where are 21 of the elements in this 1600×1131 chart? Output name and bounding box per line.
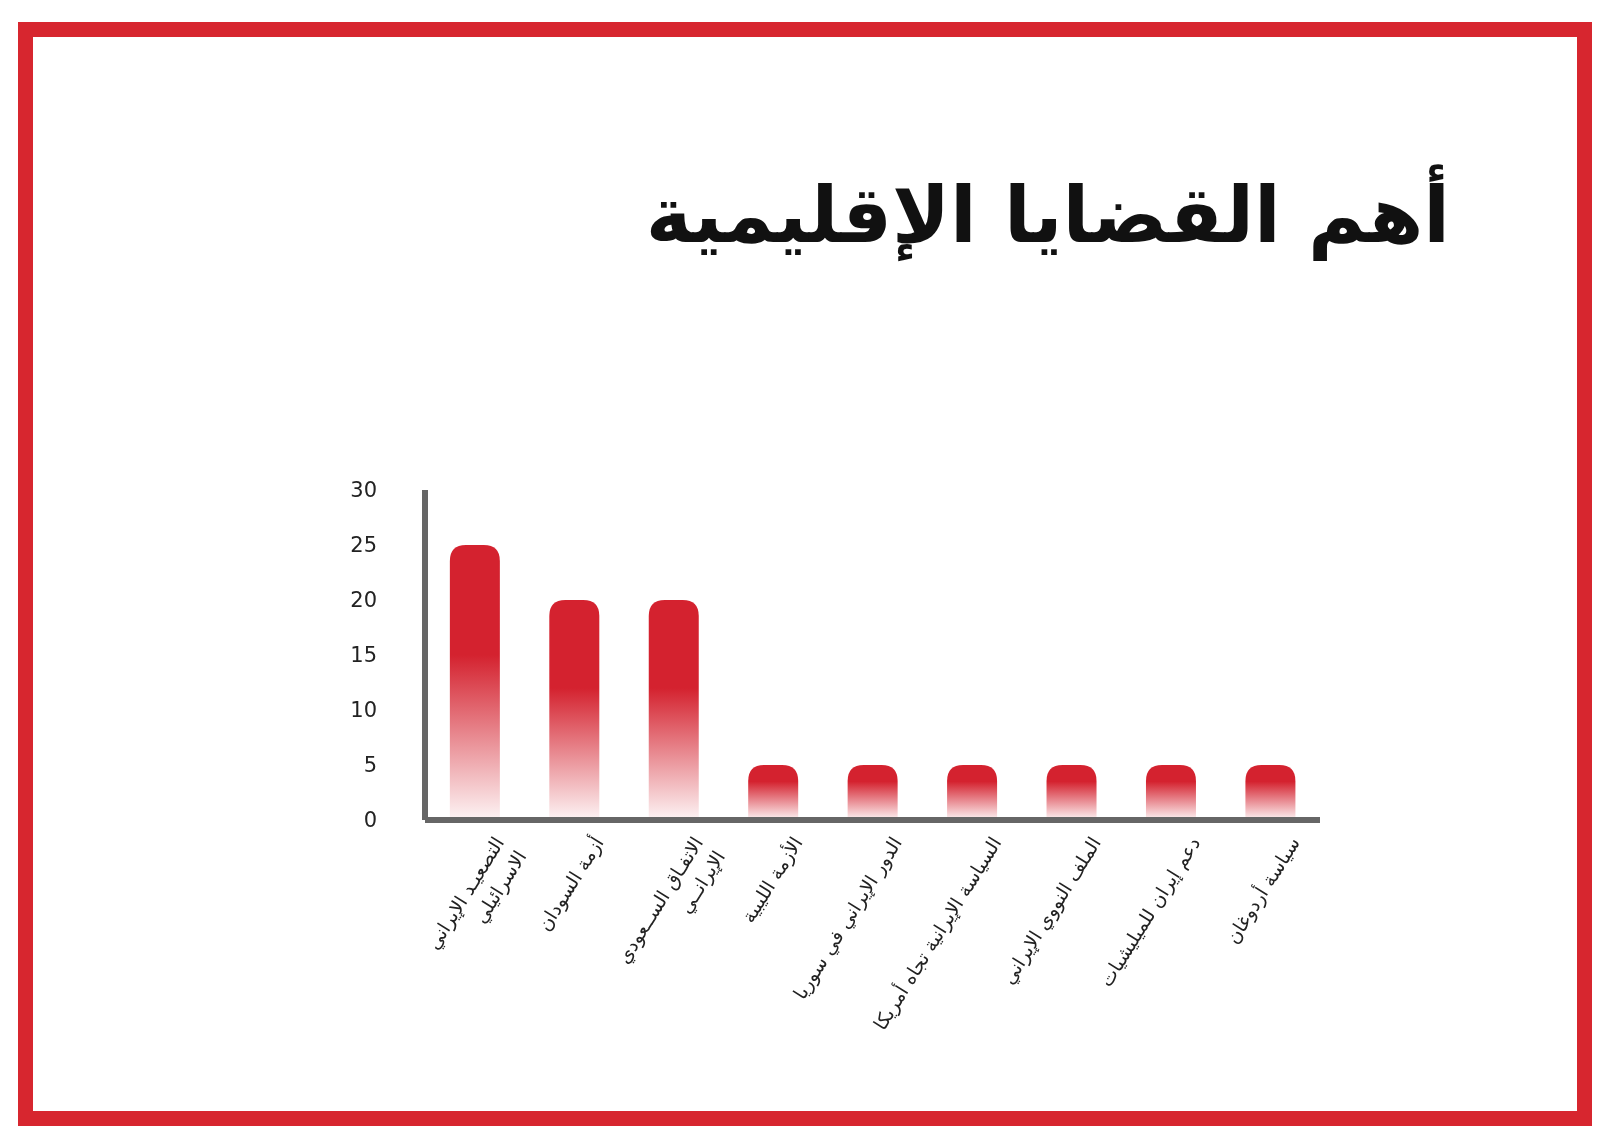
bar	[648, 600, 699, 820]
y-tick-label: 20	[350, 588, 377, 613]
bar	[947, 765, 998, 820]
bar	[1046, 765, 1097, 820]
bar	[449, 545, 500, 820]
x-tick-label: سياسة أردوغان	[1220, 832, 1305, 948]
x-tick-label: التصعيـد الإيراني الاسرائيلي	[421, 832, 532, 954]
y-tick-label: 10	[350, 698, 377, 723]
y-tick-label: 30	[350, 478, 377, 503]
x-tick-label: الأزمة الليبية	[736, 832, 808, 927]
y-tick-label: 5	[363, 753, 377, 778]
bar	[1145, 765, 1196, 820]
y-tick-label: 15	[350, 643, 377, 668]
y-tick-label: 25	[350, 533, 377, 558]
bar	[847, 765, 898, 820]
y-tick-label: 0	[363, 808, 377, 833]
bar	[549, 600, 600, 820]
x-tick-label: الاتفـاق الســعودي الإيرانــي	[611, 832, 731, 968]
bar	[748, 765, 799, 820]
bar	[1245, 765, 1296, 820]
x-tick-label: أزمة السودان	[531, 832, 609, 936]
